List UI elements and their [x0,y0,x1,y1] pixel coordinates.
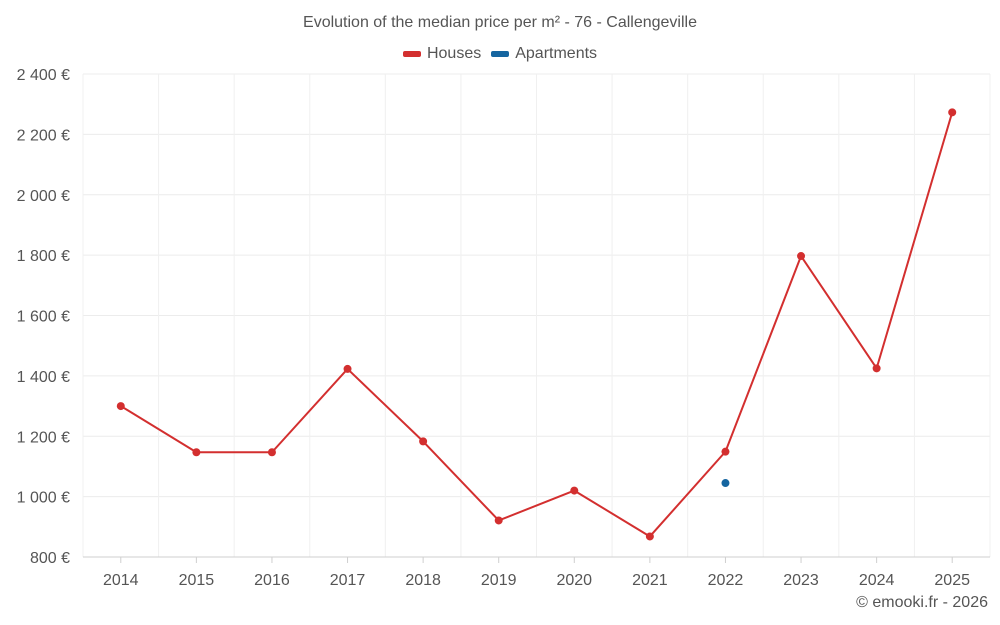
y-tick-label: 1 600 € [17,309,70,326]
y-tick-label: 2 400 € [17,67,70,84]
data-point-houses [948,108,957,117]
data-point-houses [343,364,352,373]
data-point-houses [570,486,579,495]
x-tick-label: 2016 [254,572,290,589]
data-point-houses [797,252,806,261]
data-point-apartments [721,479,730,488]
chart-legend: Houses Apartments [0,45,1000,63]
y-tick-label: 1 000 € [17,490,70,507]
y-tick-label: 1 200 € [17,429,70,446]
x-tick-label: 2025 [934,572,970,589]
legend-item-apartments[interactable]: Apartments [491,45,597,63]
legend-label-houses: Houses [426,45,482,62]
x-tick-label: 2020 [556,572,592,589]
legend-swatch-apartments [491,51,510,57]
x-tick-label: 2018 [405,572,441,589]
x-tick-label: 2022 [708,572,744,589]
legend-item-houses[interactable]: Houses [402,45,482,63]
y-tick-label: 800 € [30,550,70,567]
x-tick-label: 2021 [632,572,668,589]
chart-title: Evolution of the median price per m² - 7… [303,14,697,31]
data-point-houses [872,364,881,373]
data-point-houses [645,532,654,541]
x-tick-label: 2019 [481,572,517,589]
data-point-houses [721,447,730,456]
data-point-houses [116,402,125,411]
data-point-houses [192,448,201,457]
data-point-houses [267,448,276,457]
x-tick-label: 2024 [859,572,895,589]
y-tick-label: 2 200 € [17,127,70,144]
legend-label-apartments: Apartments [515,45,598,62]
series-line-houses [120,112,954,538]
y-tick-label: 1 800 € [17,248,70,265]
data-point-houses [419,437,428,446]
credit-text: © emooki.fr - 2026 [856,594,988,611]
x-tick-label: 2023 [783,572,819,589]
data-point-houses [494,516,503,525]
x-tick-label: 2017 [330,572,366,589]
x-tick-label: 2015 [179,572,215,589]
y-tick-label: 1 400 € [17,369,70,386]
y-tick-label: 2 000 € [17,188,70,205]
legend-swatch-houses [402,51,421,57]
x-tick-label: 2014 [103,572,139,589]
